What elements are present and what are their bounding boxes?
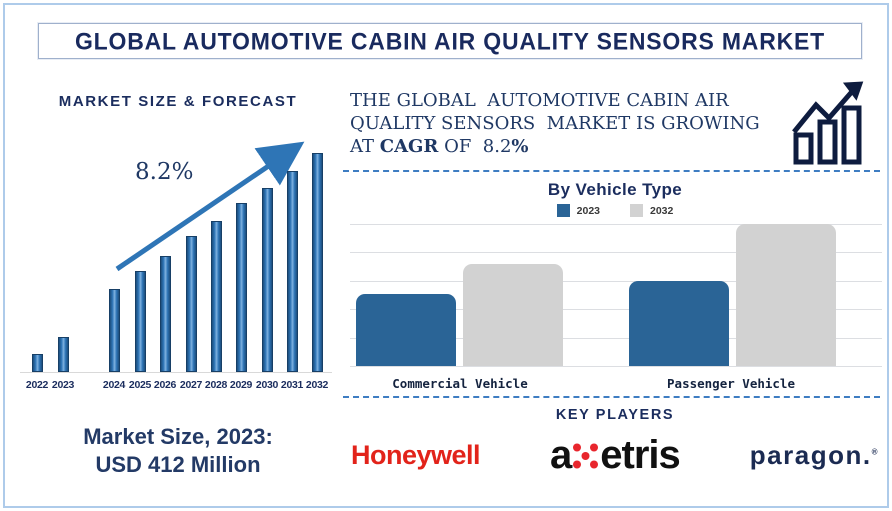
legend-label-2023: 2023	[576, 204, 600, 217]
axetris-logo: a etris	[550, 433, 681, 477]
market-size-line1: Market Size, 2023:	[83, 424, 273, 449]
forecast-bar-2026	[159, 256, 171, 372]
category-label-commercial-vehicle: Commercial Vehicle	[392, 376, 528, 391]
key-players-logos: Honeywell a etris paragon.®	[345, 429, 885, 481]
dashed-separator-bottom	[343, 396, 880, 398]
vehicle-chart-gridline	[350, 280, 882, 282]
forecast-bar-2027	[185, 236, 197, 372]
growth-chart-icon	[792, 81, 864, 165]
page-title: GLOBAL AUTOMOTIVE CABIN AIR QUALITY SENS…	[74, 26, 826, 55]
forecast-bar-2022	[31, 354, 43, 372]
key-players-title: KEY PLAYERS	[555, 407, 675, 423]
vehicle-bar-passenger-vehicle-2032	[736, 224, 836, 366]
market-size-callout: Market Size, 2023: USD 412 Million	[17, 423, 339, 479]
vehicle-bar-passenger-vehicle-2023	[629, 281, 729, 366]
forecast-bar-2031	[286, 171, 298, 372]
forecast-bar-chart: 8.2% 2022 2023 2024 2025 2026 2027 2028 2029 203…	[20, 133, 332, 391]
legend-swatch-2023	[556, 204, 570, 217]
forecast-bar-2025	[134, 271, 146, 372]
cagr-growth-label: 8.2%	[135, 159, 194, 185]
axetris-logo-a: a	[550, 433, 572, 477]
forecast-bar-2023	[57, 337, 69, 372]
vehicle-chart-gridline	[350, 252, 882, 254]
vehicle-chart-gridline	[350, 309, 882, 311]
forecast-year-label-2032: 2032	[305, 379, 329, 391]
forecast-year-label-2022: 2022	[25, 379, 49, 391]
forecast-year-label-2023: 2023	[51, 379, 75, 391]
statement-line2: QUALITY SENSORS MARKET IS GROWING	[350, 113, 760, 134]
axetris-logo-etris: etris	[600, 433, 680, 477]
infographic-frame: GLOBAL AUTOMOTIVE CABIN AIR QUALITY SENS…	[3, 3, 889, 508]
paragon-registered-mark: ®	[871, 446, 879, 456]
forecast-chart-title: MARKET SIZE & FORECAST	[58, 93, 298, 110]
forecast-year-label-2026: 2026	[153, 379, 177, 391]
statement-line3-pre: AT	[350, 136, 380, 157]
vehicle-bar-chart: Commercial Vehicle Passenger Vehicle	[350, 217, 882, 391]
forecast-year-label-2024: 2024	[102, 379, 126, 391]
forecast-year-label-2027: 2027	[179, 379, 203, 391]
legend-label-2032: 2032	[650, 204, 674, 217]
vehicle-bar-commercial-vehicle-2023	[356, 294, 456, 366]
forecast-year-label-2029: 2029	[229, 379, 253, 391]
legend-item-2023: 2023	[556, 204, 600, 217]
statement-line1: THE GLOBAL AUTOMOTIVE CABIN AIR	[350, 90, 729, 111]
vehicle-chart-title: By Vehicle Type	[547, 180, 683, 199]
market-size-line2: USD 412 Million	[95, 452, 261, 477]
paragon-logo: paragon.®	[750, 440, 879, 471]
paragon-logo-text: paragon.	[749, 439, 872, 470]
forecast-axis-baseline	[20, 372, 332, 373]
statement-line3-mid: OF 8.2	[438, 136, 512, 157]
dashed-separator-top	[343, 170, 880, 172]
forecast-year-label-2028: 2028	[204, 379, 228, 391]
forecast-year-label-2030: 2030	[255, 379, 279, 391]
honeywell-logo: Honeywell	[351, 439, 481, 470]
forecast-bar-2024	[108, 289, 120, 372]
vehicle-chart-gridline	[350, 337, 882, 339]
category-label-passenger-vehicle: Passenger Vehicle	[667, 376, 795, 391]
vehicle-chart-legend: 2023 2032	[350, 204, 880, 217]
cagr-statement: THE GLOBAL AUTOMOTIVE CABIN AIR QUALITY S…	[350, 89, 790, 158]
forecast-bar-2032	[311, 153, 323, 372]
legend-swatch-2032	[630, 204, 643, 217]
vehicle-chart-gridline	[350, 366, 882, 367]
forecast-year-label-2025: 2025	[128, 379, 152, 391]
forecast-bar-2029	[235, 203, 247, 372]
vehicle-bar-commercial-vehicle-2032	[463, 264, 563, 366]
legend-item-2032: 2032	[630, 204, 673, 217]
title-box: GLOBAL AUTOMOTIVE CABIN AIR QUALITY SENS…	[38, 23, 862, 59]
forecast-bar-2030	[261, 188, 273, 372]
forecast-bar-2028	[210, 221, 222, 372]
vehicle-chart-gridline	[350, 224, 882, 225]
statement-cagr-word: CAGR	[379, 136, 439, 157]
statement-percent-sign: %	[511, 136, 529, 157]
forecast-year-label-2031: 2031	[280, 379, 304, 391]
axetris-dots-x-icon	[573, 443, 599, 469]
